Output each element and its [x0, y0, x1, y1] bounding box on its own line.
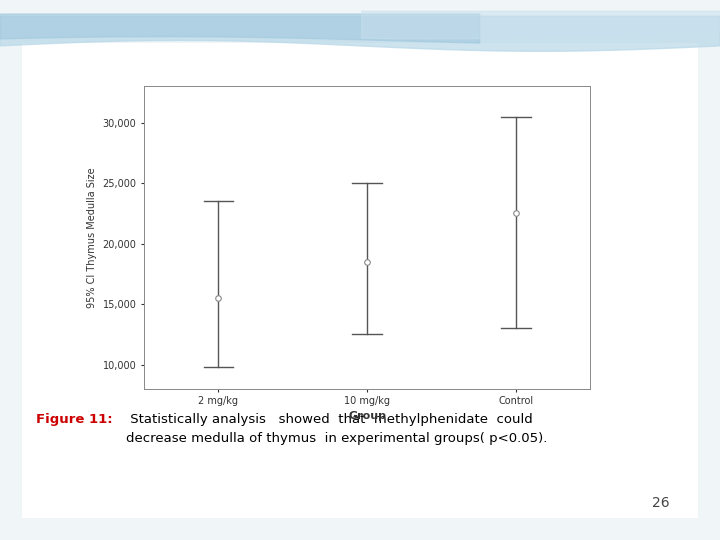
Text: Figure 11:: Figure 11:	[36, 413, 112, 426]
FancyBboxPatch shape	[22, 43, 698, 518]
Text: 26: 26	[652, 496, 670, 510]
X-axis label: Group: Group	[348, 410, 386, 421]
Text: Statistically analysis   showed  that  methylphenidate  could
decrease medulla o: Statistically analysis showed that methy…	[126, 413, 547, 445]
Y-axis label: 95% CI Thymus Medulla Size: 95% CI Thymus Medulla Size	[87, 167, 96, 308]
